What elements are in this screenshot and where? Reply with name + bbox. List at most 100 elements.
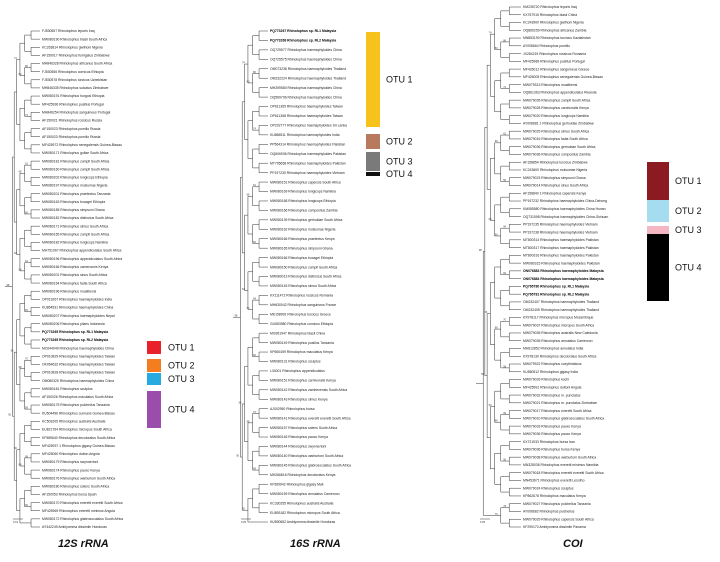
taxon-label: MW080162 Rhinolophus mulsumae Nigeria — [270, 227, 336, 231]
bootstrap-value: 68 — [19, 170, 22, 174]
bootstrap-value: 62 — [253, 183, 256, 187]
bootstrap-value: 98 — [247, 419, 250, 423]
bootstrap-value: 62 — [503, 131, 506, 135]
taxon-label: L34001 Rhinolophus appendiculatus — [270, 369, 325, 373]
taxon-label: PP197232 Rhinolophus haemaphyloides Chin… — [523, 199, 607, 203]
taxon-label: MW079035 Rhinolophus annulatus Cameroon — [523, 339, 593, 343]
taxon-label: MW079010 Rhinolophus glabrosoculatus Sou… — [523, 417, 604, 421]
bootstrap-value: 98 — [234, 314, 237, 318]
taxon-label: MW079313 Rhinolophus mualibensi — [523, 83, 578, 87]
otu-color-bar — [647, 226, 669, 234]
taxon-label: AY008681 1 Rhinolophus gerhuldae Zimbabw… — [523, 122, 594, 126]
taxon-label: MW080146 Rhinolophus pauxo Kenya — [270, 435, 328, 439]
taxon-label: MW080145 Rhinolophus glabrosoculatus Sou… — [270, 464, 351, 468]
taxon-label: AF150021 Rhinolophus rossicus Russia — [42, 119, 102, 123]
taxon-label: MW079016 Rhinolophus fadia South Africa — [523, 137, 588, 141]
taxon-label: KF569942 Rhinolophus gigasy Mali — [270, 482, 324, 486]
taxon-label: MW080171 Rhinolophus gollae South Africa — [42, 151, 108, 155]
taxon-label: MW080185 Rhinolophus simpsoni Ghana — [42, 208, 105, 212]
taxon-label: ON076883 Rhinolophus haemaphyloides Mala… — [523, 269, 604, 273]
taxon-label: MW080181 Rhinolophus sculptus — [42, 387, 93, 391]
taxon-label: MW080197 Rhinolophus mulsumae Nigeria — [42, 184, 108, 188]
bootstrap-value: 74 — [503, 85, 506, 89]
taxon-label: KU504496 Rhinolophus cunnans Guinea-Biss… — [42, 411, 115, 415]
taxon-label: KU590652 Amblyomma dissimile Honduras — [270, 520, 336, 524]
taxon-label: OQ869259 Rhinolophus africanus Zambia — [523, 28, 586, 32]
taxon-label: KF589640 Rhinolophus decoloratus South A… — [42, 436, 115, 440]
otu-label: OTU 1 — [386, 75, 413, 85]
taxon-label: MN453671 Rhinolophus everetti Lesotho — [523, 479, 585, 483]
otu-label: OTU 4 — [675, 263, 702, 273]
taxon-label: MW079036 Rhinolophus gerhuldae South Afr… — [523, 145, 595, 149]
taxon-label: MH846335 Rhinolophus sulcatus Zimbabwe — [42, 86, 108, 90]
taxon-label: MW079023 Rhinolophus simpsoni Ghana — [523, 176, 586, 180]
otu-color-bar — [147, 359, 161, 372]
taxon-label: MK158992 Rhinolophus turcicus Greece — [270, 312, 331, 316]
taxon-label: MW080139 Rhinolophus gerhuldae South Afr… — [270, 218, 342, 222]
bootstrap-value: 50 — [489, 403, 492, 407]
taxon-label: EU821764 Rhinolophus micropus South Afri… — [42, 428, 112, 432]
taxon-label: MW080180 Rhinolophus solens South Africa — [42, 485, 109, 489]
taxon-label: KP650459 Rhinolophus maculatus Kenya — [270, 350, 333, 354]
taxon-label: MF425989 Rhinolophus pusillus Portugal — [523, 60, 585, 64]
taxon-label: PQ773267 Rhinolophus sp. RL1 Malaysia — [270, 29, 336, 33]
taxon-label: MF425991 Rhinolophus duttoni Angola — [523, 385, 582, 389]
otu-label: OTU 2 — [675, 206, 702, 216]
bootstrap-value: 74 — [242, 60, 245, 64]
taxon-label: MW079029 Rhinolophus capensis South Afri… — [523, 517, 594, 521]
scale-bar-label: 0.05 — [241, 520, 247, 524]
bootstrap-value: 82 — [25, 308, 28, 312]
taxon-label: PQ765781 Rhinolophus sp. RL2 Malaysia — [523, 292, 589, 296]
taxon-label: MW080160 Rhinolophus zumpfi South Africa — [42, 167, 109, 171]
taxon-label: MW080165 Rhinolophus simpsoni Ghana — [270, 246, 333, 250]
bootstrap-value: 90 — [503, 457, 506, 461]
taxon-label: OK064632 Rhinolophus haemaphyloides Taiw… — [42, 363, 115, 367]
taxon-label: OQ606936 Rhinolophus haemaphyloides Paki… — [270, 152, 346, 156]
taxon-label: MW080191 Rhinolophus hurgosi Ethiopia — [42, 94, 105, 98]
taxon-label: FJ530578 Rhinolophus turcicus Uzbekistan — [42, 78, 107, 82]
bootstrap-value: 68 — [247, 193, 250, 197]
taxon-label: MW080168 Rhinolophus longicops Ethiopia — [270, 199, 336, 203]
bootstrap-value: 74 — [489, 31, 492, 35]
taxon-label: MF425060 Rhinolophus dutton Angola — [42, 452, 100, 456]
bootstrap-value: 74 — [253, 127, 256, 131]
taxon-label: MW080144 Rhinolophus swynnertoni — [270, 445, 326, 449]
taxon-label: MT800314 Rhinolophus haemaphyloides Paki… — [523, 238, 599, 242]
taxon-label: ON076884 Rhinolophus haemaphyloides Mala… — [523, 277, 604, 281]
panel-title-12s: 12S rRNA — [58, 538, 109, 550]
taxon-label: MW079922 Rhinolophus cuxythriaticus — [523, 362, 582, 366]
taxon-label: MW080163 Rhinolophus bocagei Ethiopia — [42, 200, 105, 204]
bootstrap-value: 74 — [14, 56, 17, 60]
taxon-label: KP862678 Rhinolophus maculatus Kenya — [523, 494, 586, 498]
taxon-label: MW079026 Rhinolophus kochi — [523, 378, 569, 382]
taxon-label: MW079025 Rhinolophus simus South Africa — [523, 129, 589, 133]
scale-bar-label: 0.01 — [13, 520, 19, 524]
taxon-label: AY008682 Rhinolophus pulchellus — [523, 510, 575, 514]
bootstrap-value: 62 — [242, 287, 245, 291]
taxon-label: FJ530556 Rhinolophus cornicus Ethiopia — [42, 70, 104, 74]
bootstrap-value: 56 — [19, 267, 22, 271]
taxon-label: OQ725577 Rhinolophus haemaphyloides Chin… — [270, 48, 342, 52]
taxon-label: MW079038 Rhinolophus warburtoni South Af… — [523, 455, 596, 459]
taxon-label: MW080149 Rhinolophus pusillus Tanzania — [270, 341, 334, 345]
taxon-label: MW080171 Rhinolophus simus South Africa — [42, 224, 108, 228]
taxon-label: KU580512 Rhinolophus gigasy India — [523, 370, 578, 374]
otu-color-bar — [647, 162, 669, 200]
bootstrap-value: 76 — [495, 512, 498, 516]
bootstrap-value: 50 — [242, 507, 245, 511]
bootstrap-value: 82 — [253, 353, 256, 357]
taxon-label: MW080169 Rhinolophus longicops Namibia — [270, 190, 336, 194]
otu-color-bar — [366, 172, 380, 176]
taxon-label: OM232224 Rhinolophus haemaphyloides Thai… — [270, 76, 346, 80]
taxon-label: AJ002950 Rhinolophus bursa — [270, 407, 315, 411]
taxon-label: PP197230 Rhinolophus haemaphyloides Viet… — [270, 171, 345, 175]
taxon-label: AF150026 Rhinolophus maculatus South Afr… — [42, 395, 113, 399]
taxon-label: MW079027 Rhinolophus pulchellus Tanzania — [523, 502, 591, 506]
otu-label: OTU 2 — [168, 361, 195, 371]
bootstrap-value: 56 — [247, 306, 250, 310]
taxon-label: MW080202 Rhinolophus longicops Ethiopia — [42, 176, 108, 180]
bootstrap-value: 98 — [495, 325, 498, 329]
taxon-label: MW079018 Rhinolophus everetti everetti S… — [523, 471, 604, 475]
otu-color-bar — [366, 152, 380, 171]
